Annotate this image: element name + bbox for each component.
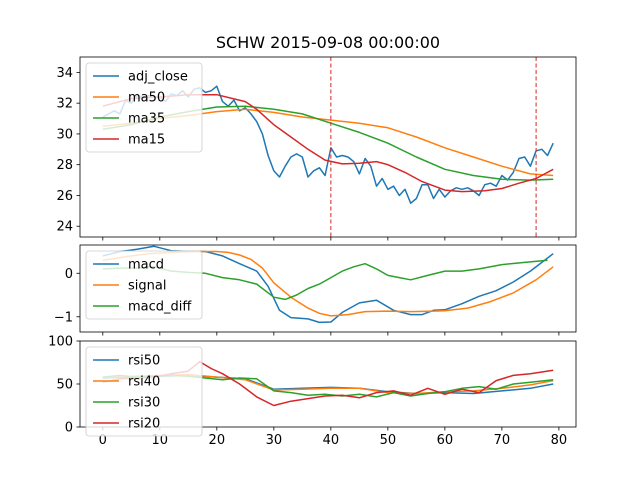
rsi-panel: 0 10 20 30 40 50 60 70 80 0 50 100 rsi50 rsi40 rsi30 rs… <box>48 335 577 448</box>
rsi-legend-label-rsi50: rsi50 <box>128 354 160 369</box>
rsi-ytick-label: 100 <box>48 335 73 350</box>
price-ytick-label: 30 <box>56 127 73 142</box>
macd-legend-label-macd_diff: macd_diff <box>128 300 192 315</box>
rsi-legend-box <box>85 346 203 437</box>
price-legend-label-adj_close: adj_close <box>128 70 188 85</box>
macd-legend-label-macd: macd <box>128 258 164 273</box>
chart-title: SCHW 2015-09-08 00:00:00 <box>216 33 440 52</box>
rsi-xtick-label: 40 <box>323 433 340 448</box>
price-legend-box <box>85 62 203 153</box>
rsi-xtick-label: 70 <box>494 433 511 448</box>
price-legend-label-ma50: ma50 <box>128 91 165 106</box>
rsi-xtick-label: 50 <box>380 433 397 448</box>
rsi-xtick-label: 0 <box>99 433 107 448</box>
macd-axes-frame <box>79 244 577 333</box>
rsi-legend-label-rsi20: rsi20 <box>128 417 160 432</box>
rsi-xtick-label: 30 <box>266 433 283 448</box>
rsi-xtick-label: 60 <box>437 433 454 448</box>
price-ytick-label: 34 <box>56 66 73 81</box>
price-ytick-label: 28 <box>56 158 73 173</box>
price-axes-frame <box>79 56 577 238</box>
rsi-ytick-label: 0 <box>65 421 73 436</box>
price-ytick-label: 24 <box>56 220 73 235</box>
rsi-legend-label-rsi40: rsi40 <box>128 375 160 390</box>
price-panel: 24 26 28 30 32 34 adj_close ma50 ma35 ma15 <box>56 56 577 241</box>
macd-panel: −1 0 macd signal macd_diff <box>54 244 577 336</box>
rsi-xtick-label: 10 <box>152 433 169 448</box>
price-legend-label-ma15: ma15 <box>128 133 165 148</box>
price-series-ma15 <box>102 93 554 193</box>
rsi-legend-label-rsi30: rsi30 <box>128 396 160 411</box>
rsi-ytick-label: 50 <box>56 378 73 393</box>
price-ytick-label: 26 <box>56 189 73 204</box>
macd-legend-label-signal: signal <box>128 279 166 294</box>
price-ytick-label: 32 <box>56 97 73 112</box>
macd-ytick-label: −1 <box>54 310 73 325</box>
macd-legend-box <box>85 250 203 320</box>
rsi-xtick-label: 20 <box>209 433 226 448</box>
price-legend-label-ma35: ma35 <box>128 112 165 127</box>
rsi-xtick-label: 80 <box>551 433 568 448</box>
macd-ytick-label: 0 <box>65 267 73 282</box>
